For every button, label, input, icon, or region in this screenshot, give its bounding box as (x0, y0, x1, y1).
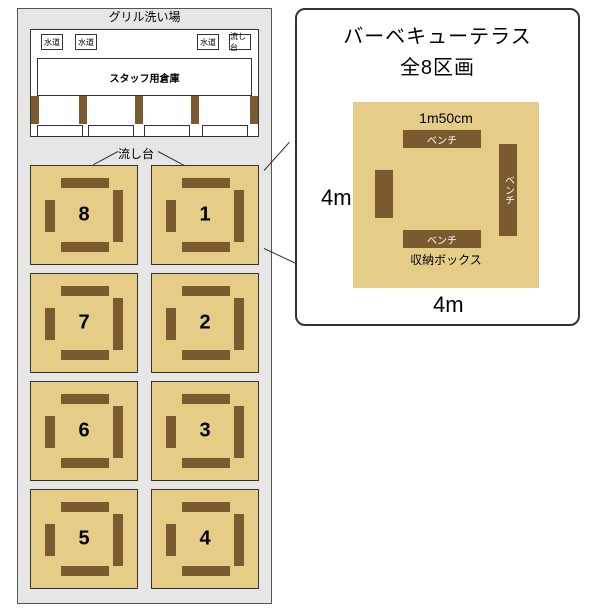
zone-7: 7 (30, 273, 138, 373)
detail-title-2: 全8区画 (297, 51, 578, 80)
service-area: 水道 水道 水道 流し台 スタッフ用倉庫 (30, 29, 259, 137)
bench (182, 350, 230, 360)
zone-4: 4 (151, 489, 259, 589)
bench (45, 308, 55, 340)
zone-number: 3 (199, 420, 210, 443)
zone-1: 1 (151, 165, 259, 265)
bench (166, 416, 176, 448)
zone-6: 6 (30, 381, 138, 481)
dimension-width: 4m (433, 292, 464, 318)
post (250, 96, 258, 124)
bench (61, 502, 109, 512)
storage-label: 収納ボックス (353, 251, 539, 268)
zone-8: 8 (30, 165, 138, 265)
bench (45, 200, 55, 232)
bench (61, 286, 109, 296)
bench (182, 286, 230, 296)
water-tap-2: 水道 (75, 34, 97, 50)
bench (182, 178, 230, 188)
bench (182, 394, 230, 404)
bench (61, 566, 109, 576)
water-tap-1: 水道 (41, 34, 63, 50)
bench (61, 458, 109, 468)
post (135, 96, 143, 124)
zone-number: 7 (78, 312, 89, 335)
zone-5: 5 (30, 489, 138, 589)
detail-zone: 1m50cm ベンチ ベンチ ベンチ 収納ボックス (353, 102, 539, 288)
post (191, 96, 199, 124)
bench (61, 350, 109, 360)
bench (182, 566, 230, 576)
bench (234, 298, 244, 350)
detail-title-1: バーベキューテラス (297, 20, 578, 49)
sink-box-top: 流し台 (229, 34, 251, 50)
zone-number: 2 (199, 312, 210, 335)
bench (234, 190, 244, 242)
storage-box-shape (375, 170, 393, 218)
bench (45, 524, 55, 556)
bench (166, 200, 176, 232)
bench-bottom: ベンチ (403, 230, 481, 248)
zone-number: 6 (78, 420, 89, 443)
bench (182, 242, 230, 252)
bench (113, 514, 123, 566)
zone-grid: 8 1 7 2 6 (30, 165, 259, 593)
sink-slot (88, 125, 134, 137)
sink-label: 流し台 (118, 145, 154, 162)
bench-right-label: ベンチ (501, 175, 516, 205)
bench (61, 394, 109, 404)
bench (113, 406, 123, 458)
grill-wash-label: グリル洗い場 (108, 8, 180, 25)
zone-number: 1 (199, 204, 210, 227)
bench (61, 242, 109, 252)
bench (166, 524, 176, 556)
zone-3: 3 (151, 381, 259, 481)
bench (61, 178, 109, 188)
post (31, 96, 39, 124)
bench (113, 298, 123, 350)
sink-slot (144, 125, 190, 137)
bench (182, 458, 230, 468)
callout-line (93, 151, 118, 165)
bench-right: ベンチ (499, 144, 517, 236)
floorplan-area: グリル洗い場 水道 水道 水道 流し台 スタッフ用倉庫 流し台 8 (17, 8, 272, 604)
zone-2: 2 (151, 273, 259, 373)
bench (45, 416, 55, 448)
bench-top: ベンチ (403, 130, 481, 148)
sink-slot (37, 125, 83, 137)
dimension-height: 4m (321, 185, 352, 211)
sink-slot (202, 125, 248, 137)
zone-number: 8 (78, 204, 89, 227)
bench (182, 502, 230, 512)
bench (113, 190, 123, 242)
zone-number: 4 (199, 528, 210, 551)
staff-storage: スタッフ用倉庫 (37, 58, 252, 96)
bench (234, 514, 244, 566)
zone-number: 5 (78, 528, 89, 551)
bench-width-label: 1m50cm (353, 110, 539, 126)
bench (234, 406, 244, 458)
bench (166, 308, 176, 340)
post (79, 96, 87, 124)
water-tap-3: 水道 (197, 34, 219, 50)
detail-panel: バーベキューテラス 全8区画 4m 1m50cm ベンチ ベンチ ベンチ 収納ボ… (295, 8, 580, 326)
